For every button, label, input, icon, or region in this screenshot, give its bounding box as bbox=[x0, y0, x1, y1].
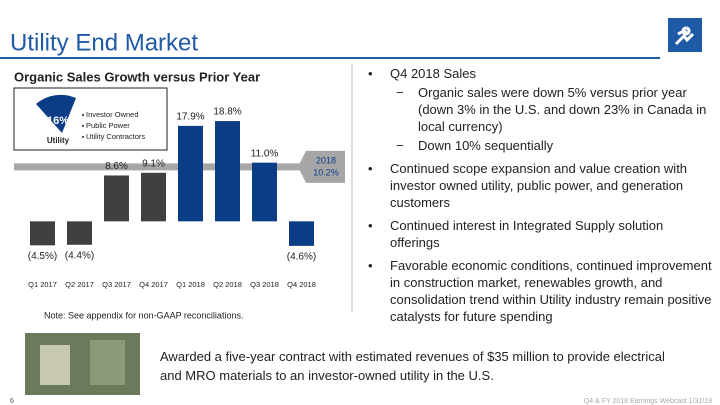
bullet-text: Continued scope expansion and value crea… bbox=[390, 161, 688, 210]
bullet-list: Q4 2018 Sales Organic sales were down 5% … bbox=[362, 65, 712, 331]
photo-detail bbox=[90, 340, 125, 385]
bullet-text: Favorable economic conditions, continued… bbox=[390, 258, 712, 324]
x-tick-label: Q4 2017 bbox=[139, 280, 168, 289]
inset-item: Utility Contractors bbox=[86, 132, 145, 141]
value-label: 11.0% bbox=[251, 148, 279, 159]
reference-label: 2018 bbox=[316, 155, 336, 165]
logo-icon bbox=[674, 26, 695, 46]
x-tick-label: Q2 2018 bbox=[213, 280, 242, 289]
sub-bullet: Down 10% sequentially bbox=[362, 137, 712, 154]
inset-bullet bbox=[82, 114, 84, 116]
sub-bullet: Organic sales were down 5% versus prior … bbox=[362, 84, 712, 135]
inset-item: Public Power bbox=[86, 121, 130, 130]
value-label: (4.6%) bbox=[287, 252, 316, 263]
bullet: Continued scope expansion and value crea… bbox=[362, 160, 712, 211]
value-label: (4.4%) bbox=[65, 250, 94, 261]
title-rule bbox=[0, 57, 660, 59]
value-label: 9.1% bbox=[142, 158, 165, 169]
inset-item: Investor Owned bbox=[86, 110, 139, 119]
inset-box bbox=[13, 87, 168, 151]
inset-bullet bbox=[82, 136, 84, 138]
bar bbox=[67, 221, 92, 245]
bar bbox=[289, 221, 314, 246]
x-tick-label: Q1 2017 bbox=[28, 280, 57, 289]
page-number: 6 bbox=[10, 398, 14, 405]
x-tick-label: Q1 2018 bbox=[176, 280, 205, 289]
bar bbox=[178, 125, 203, 222]
reference-box bbox=[298, 150, 345, 183]
bullet: Favorable economic conditions, continued… bbox=[362, 257, 712, 325]
x-tick-label: Q2 2017 bbox=[65, 280, 94, 289]
footer: Q4 & FY 2018 Earnings Webcast 1/31/19 bbox=[584, 398, 712, 405]
bar bbox=[141, 172, 166, 222]
x-tick-label: Q3 2018 bbox=[250, 280, 279, 289]
photo-detail bbox=[40, 345, 70, 385]
inset-bullet bbox=[82, 125, 84, 127]
value-label: 18.8% bbox=[213, 107, 241, 118]
inset-name: Utility bbox=[47, 136, 70, 145]
value-label: 17.9% bbox=[176, 112, 204, 123]
inset-wedge bbox=[36, 94, 76, 133]
bar bbox=[215, 121, 240, 222]
bar bbox=[30, 221, 55, 246]
bullet-text: Q4 2018 Sales bbox=[390, 66, 477, 81]
value-label: 8.6% bbox=[105, 161, 128, 172]
slide-title: Utility End Market bbox=[10, 29, 198, 56]
bullet: Continued interest in Integrated Supply … bbox=[362, 217, 712, 251]
x-tick-label: Q4 2018 bbox=[287, 280, 316, 289]
x-tick-label: Q3 2017 bbox=[102, 280, 131, 289]
bar bbox=[252, 162, 277, 222]
chart-title: Organic Sales Growth versus Prior Year bbox=[14, 69, 260, 84]
value-label: (4.5%) bbox=[28, 251, 57, 262]
reference-value: 10.2% bbox=[313, 167, 339, 177]
chart-note: Note: See appendix for non-GAAP reconcil… bbox=[44, 310, 243, 320]
bullet: Q4 2018 Sales Organic sales were down 5% … bbox=[362, 65, 712, 154]
bar bbox=[104, 175, 129, 222]
bullet-text: Continued interest in Integrated Supply … bbox=[390, 218, 664, 250]
inset-share: 16% bbox=[47, 115, 69, 127]
callout: Awarded a five-year contract with estima… bbox=[160, 349, 665, 383]
